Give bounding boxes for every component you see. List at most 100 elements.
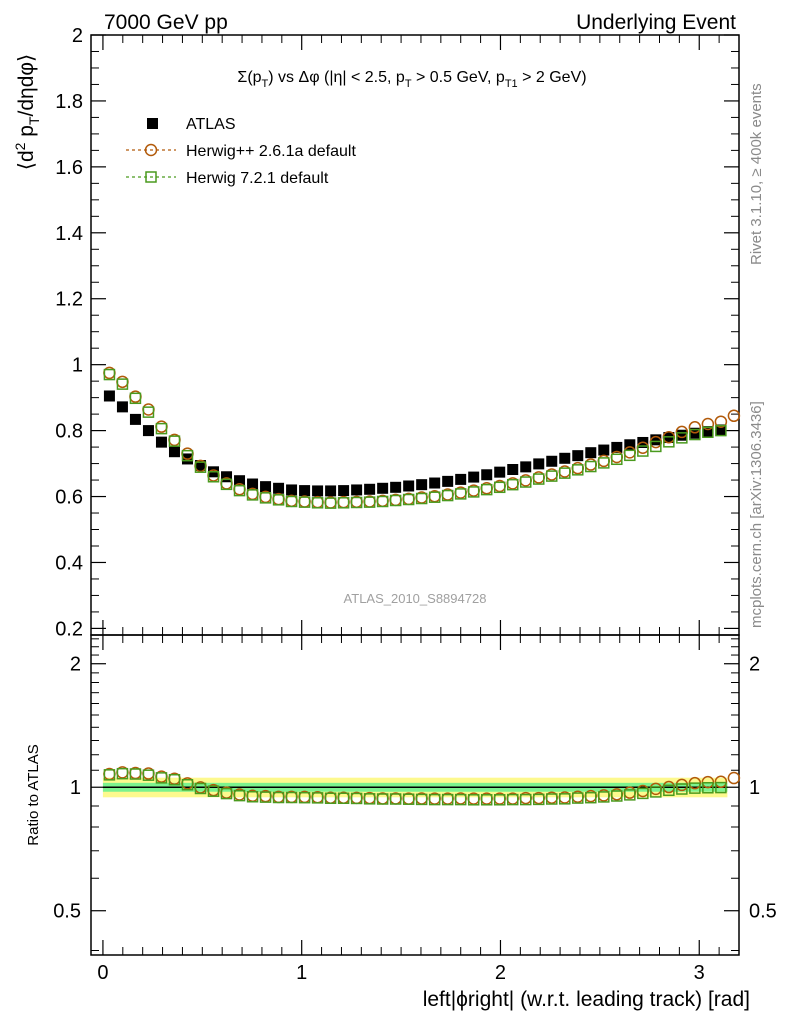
ratio-y-tick-label-right: 2 xyxy=(749,654,760,676)
atlas-data-point xyxy=(546,455,558,467)
herwig7-point xyxy=(702,426,714,439)
ratio-herwig7-point xyxy=(624,789,636,801)
ratio-herwig7-point xyxy=(637,787,649,800)
chart-title: Σ(pT) vs Δφ (|η| < 2.5, pT > 0.5 GeV, pT… xyxy=(237,69,586,90)
ratio-herwig7-point xyxy=(350,792,363,805)
ratio-y-tick-label-left: 1 xyxy=(70,777,81,799)
legend-label-herwigpp: Herwig++ 2.6.1a default xyxy=(186,143,356,160)
herwigpp-point xyxy=(597,454,611,468)
atlas-data-point xyxy=(221,471,233,483)
atlas-data-point xyxy=(403,480,415,492)
ratio-herwig7-point xyxy=(376,793,389,805)
herwig7-point xyxy=(546,470,558,482)
ratio-herwig7-point xyxy=(546,793,558,805)
herwig7-point xyxy=(259,492,272,504)
main-axis-ticks xyxy=(91,34,740,635)
ratio-herwig7-point xyxy=(272,791,285,804)
atlas-data-point xyxy=(260,481,272,493)
ratio-herwig7-point xyxy=(676,783,688,795)
herwig7-point xyxy=(454,488,467,500)
atlas-data-point xyxy=(273,482,285,494)
herwig7-point xyxy=(480,483,493,496)
y-tick-label: 2 xyxy=(72,25,83,47)
ratio-herwigpp-point xyxy=(727,771,741,785)
x-tick-label: 0 xyxy=(97,962,108,984)
herwig7-point xyxy=(715,424,727,437)
x-axis-label: left|ϕright| (w.r.t. leading track) [rad… xyxy=(423,988,750,1011)
herwig7-point xyxy=(493,481,506,494)
herwig7-point xyxy=(519,476,532,488)
atlas-data-point xyxy=(168,446,180,458)
header-left: 7000 GeV pp xyxy=(104,11,228,34)
herwig7-point xyxy=(598,457,610,469)
atlas-data-point xyxy=(650,434,662,446)
x-tick-label: 1 xyxy=(296,962,307,984)
herwigpp-point xyxy=(142,403,155,416)
ratio-y-tick-labels: 0.5 0.5 1 1 2 2 xyxy=(53,654,777,923)
legend-marker-herwigpp xyxy=(144,143,158,157)
herwig7-point xyxy=(441,489,454,502)
herwig7-point xyxy=(676,432,688,444)
ratio-herwigpp-point xyxy=(714,775,728,789)
herwigpp-point xyxy=(116,375,129,389)
atlas-data-point xyxy=(702,426,714,438)
atlas-data-point xyxy=(520,461,532,473)
atlas-data-point xyxy=(481,469,493,481)
herwig7-point xyxy=(389,494,402,507)
atlas-data-point xyxy=(116,401,128,413)
y-tick-label: 1.6 xyxy=(55,157,83,179)
atlas-data-point xyxy=(234,475,246,487)
ratio-herwig7-point xyxy=(116,767,129,780)
atlas-data-point xyxy=(676,429,688,441)
y-tick-label: 0.4 xyxy=(55,552,83,574)
y-tick-label: 1.2 xyxy=(55,289,83,311)
atlas-data-point xyxy=(129,413,141,425)
atlas-data-point xyxy=(429,477,441,489)
ratio-herwig7-point xyxy=(663,784,675,797)
atlas-data-point xyxy=(338,485,350,497)
herwig7-point xyxy=(181,449,194,462)
atlas-data-point xyxy=(715,424,727,436)
herwig7-point xyxy=(103,368,116,381)
herwig7-point xyxy=(272,494,285,506)
ratio-markers xyxy=(103,766,741,806)
ratio-herwig7-point xyxy=(689,782,701,794)
ratio-herwig7-point xyxy=(572,792,584,804)
y-tick-label: 1 xyxy=(72,355,83,377)
ratio-herwig7-point xyxy=(389,793,402,805)
herwig7-point xyxy=(311,497,324,509)
herwigpp-point xyxy=(727,409,741,423)
herwig7-point xyxy=(246,489,259,501)
herwigpp-point xyxy=(610,450,624,464)
herwig7-point xyxy=(611,453,623,466)
atlas-data-point xyxy=(572,450,584,462)
herwig7-point xyxy=(533,473,545,485)
herwig7-point xyxy=(585,460,597,473)
atlas-data-point xyxy=(455,473,467,485)
legend: ATLAS Herwig++ 2.6.1a default Herwig 7.2… xyxy=(126,116,356,187)
ratio-herwig7-point xyxy=(493,794,506,806)
atlas-data-point xyxy=(364,483,376,495)
ratio-panel: 0.5 0.5 1 1 2 2 0 1 2 3 Ratio to ATLAS left|ϕrig… xyxy=(25,634,777,1011)
herwig7-point xyxy=(624,449,636,462)
herwigpp-point xyxy=(584,458,598,471)
atlas-data-point xyxy=(155,436,167,448)
main-panel: 0.2 0.4 0.6 0.8 1 1.2 1.4 1.6 1.8 2 Σ(pT) vs Δφ (… xyxy=(12,25,741,640)
ratio-herwig7-point xyxy=(311,792,324,804)
ratio-herwig7-point xyxy=(611,790,623,802)
ratio-herwig7-point xyxy=(298,791,311,804)
ratio-herwig7-point xyxy=(363,793,376,805)
main-y-tick-labels: 0.2 0.4 0.6 0.8 1 1.2 1.4 1.6 1.8 2 xyxy=(55,25,83,640)
herwig7-point xyxy=(142,406,155,418)
ratio-herwig7-point xyxy=(702,782,714,794)
y-tick-label: 0.2 xyxy=(55,618,83,640)
herwig7-point xyxy=(168,435,181,447)
herwigpp-point xyxy=(688,421,702,434)
herwig7-point xyxy=(337,497,350,509)
header-right: Underlying Event xyxy=(576,11,736,34)
herwig7-point xyxy=(220,478,233,491)
x-tick-label: 3 xyxy=(694,962,705,984)
atlas-data-point xyxy=(559,452,571,464)
rivet-version-label: Rivet 3.1.10, ≥ 400k events xyxy=(748,83,765,265)
